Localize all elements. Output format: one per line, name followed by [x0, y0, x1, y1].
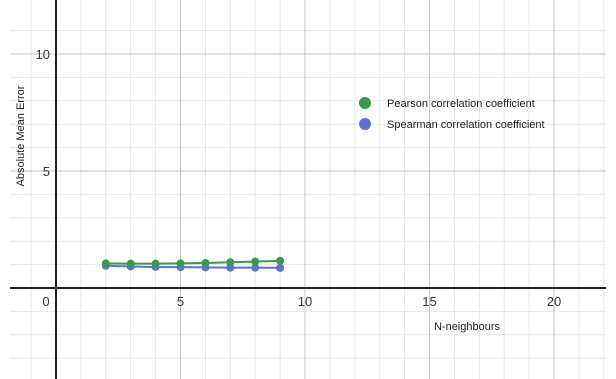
y-axis-label: Absolute Mean Error	[15, 85, 27, 186]
y-tick-label: 5	[43, 164, 50, 179]
x-axis-label: N-neighbours	[434, 321, 501, 333]
data-point-series-1	[251, 263, 260, 272]
data-point-series-0	[151, 259, 160, 268]
data-point-series-0	[276, 256, 285, 265]
tick-labels: 0 5 10 15 20 5 10	[36, 47, 562, 309]
data-point-series-0	[126, 259, 135, 268]
data-point-series-1	[276, 263, 285, 272]
x-tick-label: 20	[547, 294, 561, 309]
data-point-series-0	[226, 258, 235, 267]
legend: Pearson correlation coefficient Spearman…	[359, 97, 545, 131]
minor-grid	[10, 0, 606, 379]
data-point-series-0	[201, 258, 210, 267]
data-point-series-0	[176, 259, 185, 268]
axes	[10, 0, 606, 379]
legend-label-spearman: Spearman correlation coefficient	[387, 119, 545, 131]
data-point-series-0	[251, 257, 260, 266]
x-tick-label: 15	[422, 294, 436, 309]
legend-marker-spearman	[359, 118, 371, 130]
legend-label-pearson: Pearson correlation coefficient	[387, 98, 535, 110]
x-tick-label: 10	[298, 294, 312, 309]
series-line-1	[105, 264, 281, 269]
x-tick-label: 5	[177, 294, 184, 309]
data-point-series-0	[101, 259, 110, 268]
y-tick-label: 10	[36, 47, 50, 62]
major-grid	[10, 0, 606, 379]
series-line-0	[105, 259, 281, 265]
legend-marker-pearson	[359, 97, 371, 109]
x-tick-label: 0	[42, 294, 49, 309]
series-group	[101, 256, 285, 272]
